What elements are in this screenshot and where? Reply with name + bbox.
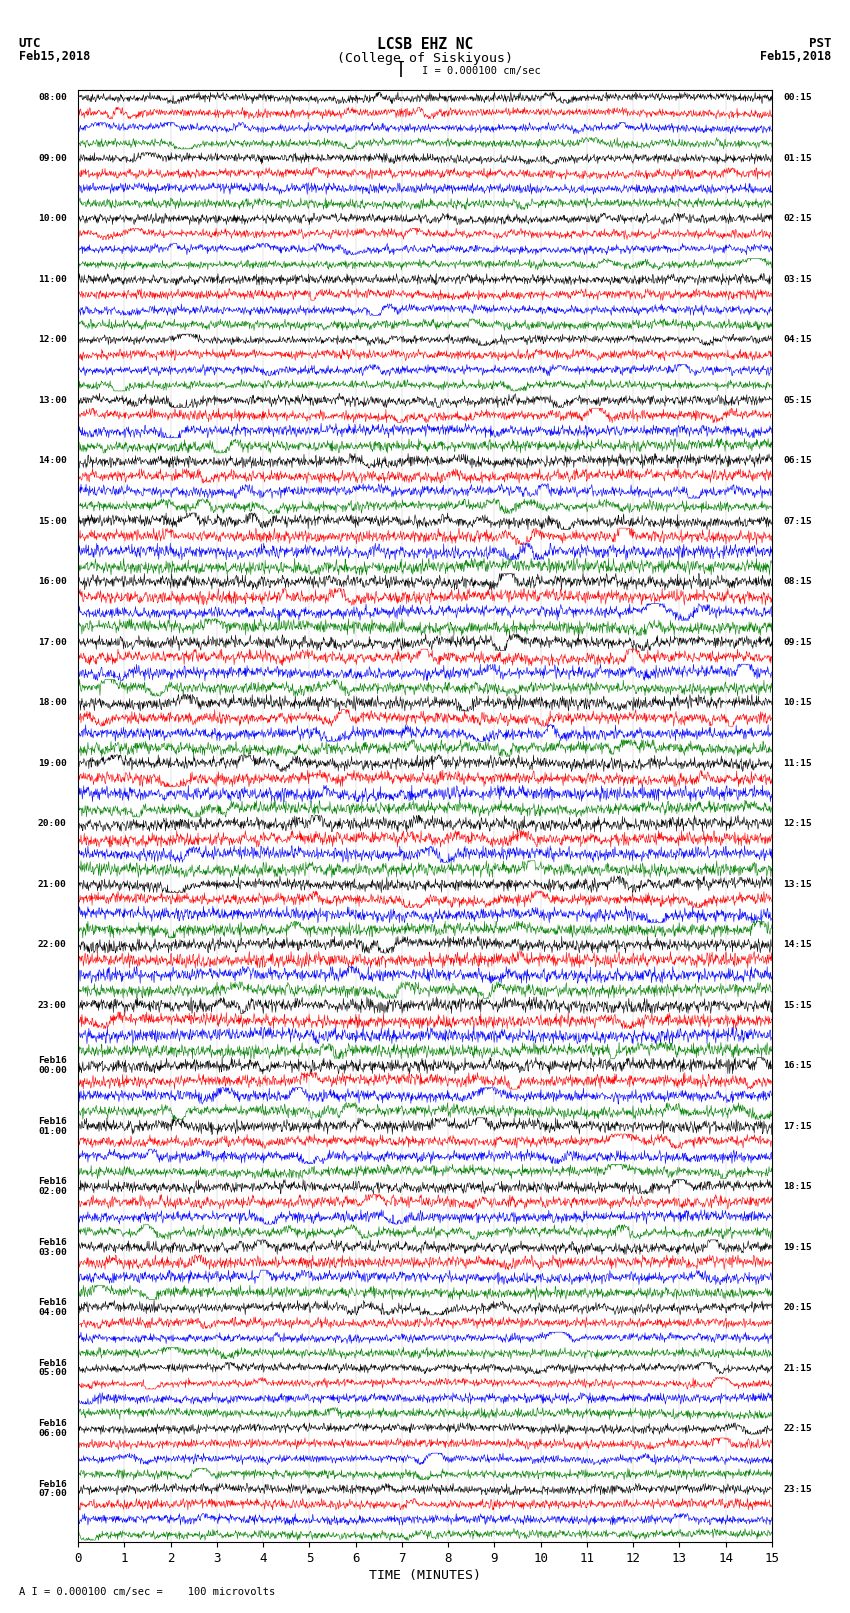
Text: Feb16
05:00: Feb16 05:00 xyxy=(38,1358,66,1378)
Text: 15:00: 15:00 xyxy=(38,516,66,526)
Text: UTC: UTC xyxy=(19,37,41,50)
Text: I = 0.000100 cm/sec: I = 0.000100 cm/sec xyxy=(422,66,541,76)
Text: 07:15: 07:15 xyxy=(784,516,812,526)
Text: 06:15: 06:15 xyxy=(784,456,812,465)
Text: 19:00: 19:00 xyxy=(38,758,66,768)
Text: Feb16
01:00: Feb16 01:00 xyxy=(38,1116,66,1136)
Text: 23:15: 23:15 xyxy=(784,1484,812,1494)
Text: (College of Siskiyous): (College of Siskiyous) xyxy=(337,52,513,65)
Text: 20:15: 20:15 xyxy=(784,1303,812,1311)
Text: 19:15: 19:15 xyxy=(784,1242,812,1252)
Text: 09:00: 09:00 xyxy=(38,153,66,163)
Text: 08:00: 08:00 xyxy=(38,94,66,102)
Text: 08:15: 08:15 xyxy=(784,577,812,586)
Text: 12:00: 12:00 xyxy=(38,336,66,344)
Text: 21:00: 21:00 xyxy=(38,879,66,889)
Text: 15:15: 15:15 xyxy=(784,1000,812,1010)
Text: 13:00: 13:00 xyxy=(38,395,66,405)
Text: Feb15,2018: Feb15,2018 xyxy=(760,50,831,63)
Text: 10:15: 10:15 xyxy=(784,698,812,706)
Text: 16:00: 16:00 xyxy=(38,577,66,586)
Text: 14:00: 14:00 xyxy=(38,456,66,465)
Text: Feb16
07:00: Feb16 07:00 xyxy=(38,1479,66,1498)
Text: 22:15: 22:15 xyxy=(784,1424,812,1432)
Text: Feb16
03:00: Feb16 03:00 xyxy=(38,1237,66,1257)
Text: 13:15: 13:15 xyxy=(784,879,812,889)
Text: 18:00: 18:00 xyxy=(38,698,66,706)
Text: 04:15: 04:15 xyxy=(784,336,812,344)
Text: 10:00: 10:00 xyxy=(38,215,66,223)
Text: 09:15: 09:15 xyxy=(784,637,812,647)
Text: 12:15: 12:15 xyxy=(784,819,812,827)
Text: Feb16
04:00: Feb16 04:00 xyxy=(38,1298,66,1316)
Text: 05:15: 05:15 xyxy=(784,395,812,405)
Text: 02:15: 02:15 xyxy=(784,215,812,223)
Text: PST: PST xyxy=(809,37,831,50)
Text: Feb16
02:00: Feb16 02:00 xyxy=(38,1177,66,1195)
Text: 17:00: 17:00 xyxy=(38,637,66,647)
Text: Feb15,2018: Feb15,2018 xyxy=(19,50,90,63)
Text: A I = 0.000100 cm/sec =    100 microvolts: A I = 0.000100 cm/sec = 100 microvolts xyxy=(19,1587,275,1597)
Text: 11:15: 11:15 xyxy=(784,758,812,768)
Text: 20:00: 20:00 xyxy=(38,819,66,827)
Text: 22:00: 22:00 xyxy=(38,940,66,948)
Text: Feb16
06:00: Feb16 06:00 xyxy=(38,1419,66,1437)
Text: 21:15: 21:15 xyxy=(784,1363,812,1373)
X-axis label: TIME (MINUTES): TIME (MINUTES) xyxy=(369,1569,481,1582)
Text: 18:15: 18:15 xyxy=(784,1182,812,1190)
Text: Feb16
00:00: Feb16 00:00 xyxy=(38,1057,66,1074)
Text: 00:15: 00:15 xyxy=(784,94,812,102)
Text: 16:15: 16:15 xyxy=(784,1061,812,1069)
Text: 14:15: 14:15 xyxy=(784,940,812,948)
Text: 23:00: 23:00 xyxy=(38,1000,66,1010)
Text: LCSB EHZ NC: LCSB EHZ NC xyxy=(377,37,473,52)
Text: 11:00: 11:00 xyxy=(38,274,66,284)
Text: 17:15: 17:15 xyxy=(784,1121,812,1131)
Text: 01:15: 01:15 xyxy=(784,153,812,163)
Text: 03:15: 03:15 xyxy=(784,274,812,284)
